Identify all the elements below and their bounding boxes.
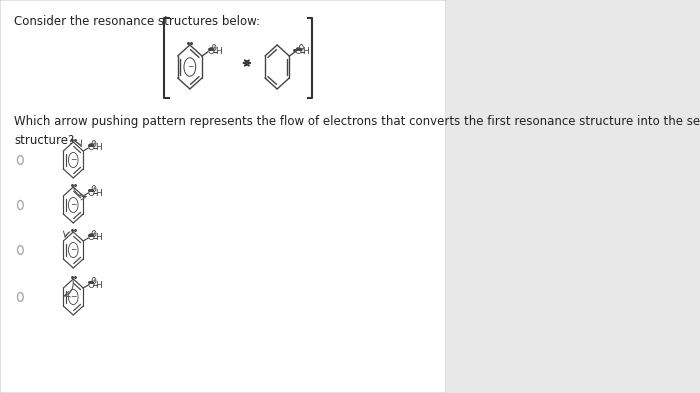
Text: +: + [92, 231, 97, 236]
Text: H: H [95, 281, 102, 290]
Text: O: O [88, 233, 94, 242]
Text: O: O [295, 48, 302, 57]
Text: O: O [88, 281, 94, 290]
Text: Consider the resonance structures below:: Consider the resonance structures below: [14, 15, 260, 28]
Text: −: − [187, 62, 193, 72]
Text: H: H [95, 233, 102, 242]
Text: +: + [92, 141, 97, 146]
Text: O: O [207, 48, 214, 57]
Text: H: H [95, 143, 102, 152]
FancyBboxPatch shape [0, 0, 446, 393]
Text: −: − [299, 45, 304, 50]
Text: H: H [215, 48, 222, 57]
Text: +: + [92, 186, 97, 191]
Text: −: − [70, 292, 76, 301]
Text: H: H [302, 48, 309, 57]
Text: O: O [88, 189, 94, 198]
Text: +: + [92, 278, 97, 283]
Text: −: − [70, 246, 76, 255]
Text: +: + [211, 45, 216, 50]
Text: −: − [70, 200, 76, 209]
Text: O: O [88, 143, 94, 152]
Text: Which arrow pushing pattern represents the flow of electrons that converts the f: Which arrow pushing pattern represents t… [14, 115, 700, 147]
Text: H: H [95, 189, 102, 198]
Text: −: − [70, 156, 76, 165]
